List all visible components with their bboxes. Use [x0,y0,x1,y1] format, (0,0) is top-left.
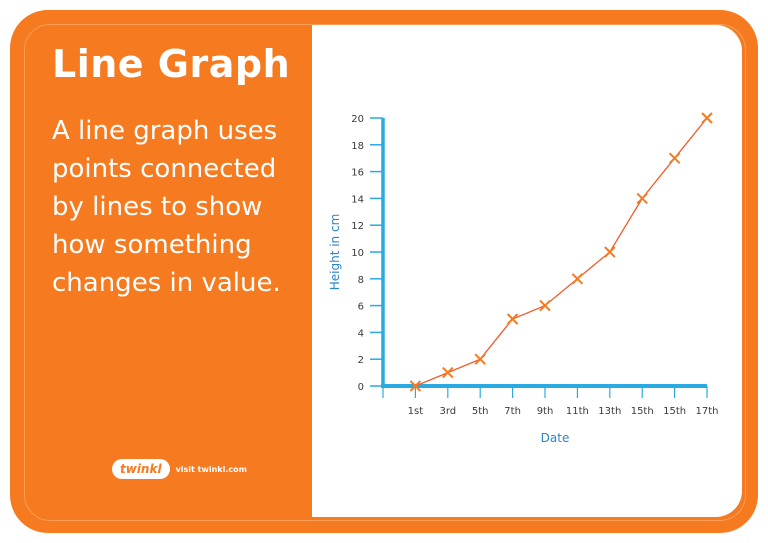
brand-logo: twinkl visit twinkl.com [112,459,247,479]
x-tick-label: 13th [598,406,621,417]
twinkl-cloud-logo: twinkl [112,459,170,479]
data-point-marker [604,246,616,258]
y-axis-title: Height in cm [328,214,342,291]
x-tick-label: 5th [472,406,489,417]
data-point-marker [539,299,551,312]
y-tick-label: 14 [351,194,364,205]
x-tick-label: 15th [631,406,654,417]
y-tick-label: 6 [358,302,364,313]
data-point-marker [506,313,519,325]
card-description: A line graph uses points connected by li… [52,116,281,298]
y-tick-label: 4 [358,328,364,339]
data-point-marker [474,353,486,365]
y-tick-label: 20 [351,114,364,125]
x-tick-label: 3rd [439,406,456,417]
y-tick-label: 18 [351,141,364,152]
data-point-marker [668,152,681,164]
x-axis-title: Date [541,431,570,445]
y-tick-label: 2 [358,355,364,366]
x-tick-label: 17th [696,406,719,417]
data-point-marker [636,192,648,205]
data-point-marker [571,273,584,285]
data-point-marker [409,380,422,392]
x-tick-label: 11th [566,406,589,417]
x-tick-label: 1st [408,406,424,417]
y-tick-label: 8 [358,275,364,286]
data-point-marker [442,366,454,379]
y-tick-label: 12 [351,221,364,232]
data-line [415,117,708,387]
x-tick-label: 9th [537,406,554,417]
x-tick-label: 7th [504,406,521,417]
data-point-marker [701,112,713,124]
y-tick-label: 0 [358,382,364,393]
x-tick-label: 15th [663,406,686,417]
visit-link-text: visit twinkl.com [175,464,247,474]
card-title: Line Graph [52,42,291,86]
y-tick-label: 10 [351,248,364,259]
y-tick-label: 16 [351,168,364,179]
